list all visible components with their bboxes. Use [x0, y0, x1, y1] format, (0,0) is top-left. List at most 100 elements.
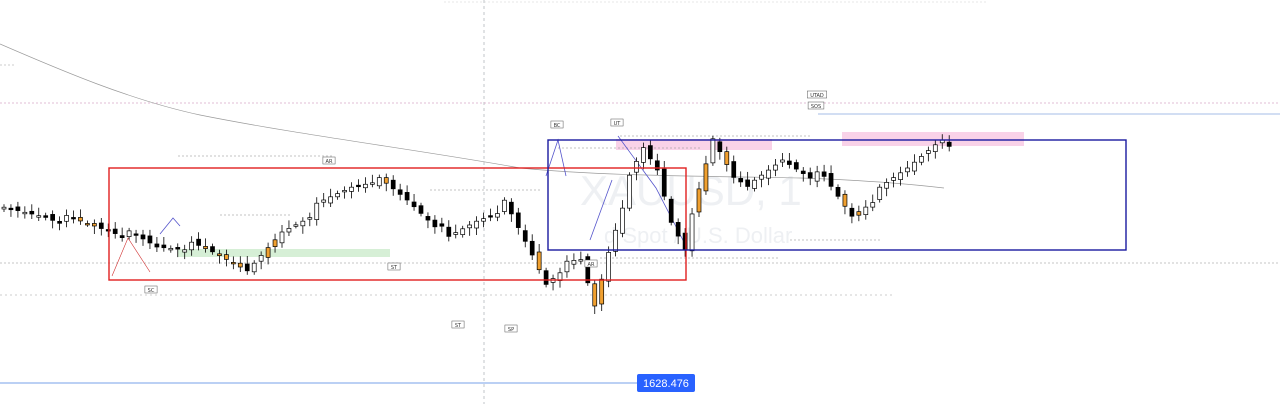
- candle: [689, 213, 695, 252]
- candle: [793, 162, 799, 170]
- accumulation-range-box: [108, 167, 687, 281]
- candle: [397, 189, 403, 195]
- candle: [404, 192, 410, 201]
- price-tag[interactable]: 1628.476: [637, 374, 695, 392]
- candle: [905, 167, 910, 173]
- label-sos: SOS: [811, 104, 821, 110]
- candle: [696, 188, 702, 213]
- candle: [370, 182, 375, 185]
- candle: [599, 278, 605, 305]
- label-box-ar: [322, 156, 336, 165]
- candle: [835, 187, 841, 197]
- label-box-st: [387, 262, 401, 271]
- label-box-sos: [807, 101, 825, 110]
- candle: [133, 233, 139, 236]
- candle: [43, 215, 49, 218]
- candle: [495, 213, 500, 218]
- candle: [571, 260, 577, 265]
- label-utad: UTAD: [810, 93, 824, 99]
- candle: [57, 221, 62, 224]
- candle: [668, 198, 674, 223]
- candle: [78, 217, 83, 222]
- candle: [509, 201, 514, 215]
- candle: [564, 260, 570, 273]
- candle: [147, 235, 153, 244]
- candle: [821, 171, 827, 177]
- candle: [780, 159, 785, 163]
- candle: [36, 215, 42, 218]
- candle: [870, 202, 876, 208]
- candle: [390, 179, 396, 190]
- candle: [773, 164, 778, 171]
- candle: [446, 226, 452, 237]
- candle: [522, 230, 528, 242]
- candle: [335, 193, 340, 198]
- candle: [752, 179, 757, 189]
- candle: [585, 256, 591, 284]
- watermark-ticker: XAUUSD, 1: [580, 167, 802, 214]
- candle: [766, 169, 771, 179]
- candle: [474, 220, 479, 229]
- candle: [807, 172, 813, 179]
- candle: [237, 262, 243, 268]
- candle: [898, 172, 903, 180]
- candle: [418, 205, 424, 214]
- candle: [515, 212, 521, 228]
- candle: [627, 174, 632, 209]
- candle: [140, 234, 146, 240]
- price-tag-bg: [637, 374, 695, 392]
- candle: [703, 163, 709, 192]
- pink-supply-zone-left: [616, 139, 772, 150]
- candle: [50, 214, 56, 221]
- candles-group: [1, 134, 952, 314]
- label-bc: BC: [554, 123, 561, 129]
- candle: [1, 206, 7, 210]
- candle: [502, 199, 507, 212]
- candle: [647, 145, 653, 160]
- candle: [363, 183, 368, 189]
- label-st: ST: [455, 323, 462, 329]
- candle: [342, 190, 347, 193]
- candle: [98, 222, 104, 229]
- candle: [460, 228, 466, 235]
- candle: [814, 171, 820, 182]
- moving-average-line: [0, 43, 945, 189]
- candle: [620, 207, 625, 234]
- label-st: ST: [391, 265, 398, 271]
- candle: [717, 141, 723, 153]
- label-box-sc: [144, 285, 158, 294]
- candle: [383, 177, 389, 184]
- candle: [592, 283, 598, 307]
- label-box-st: [451, 320, 465, 329]
- candle: [675, 222, 681, 237]
- structure-levels: [178, 135, 880, 259]
- candle: [710, 138, 716, 164]
- candle: [543, 270, 549, 285]
- candle: [745, 179, 751, 187]
- candle: [641, 147, 646, 163]
- candle: [71, 217, 76, 220]
- candle: [126, 230, 132, 237]
- candle: [210, 246, 215, 253]
- candle: [919, 156, 924, 163]
- label-box-sp: [504, 324, 518, 333]
- label-box-bc: [550, 120, 564, 129]
- candle: [467, 224, 472, 229]
- pink-supply-zone-right: [842, 132, 1024, 146]
- candle: [307, 217, 313, 220]
- candle: [856, 211, 862, 216]
- candle: [925, 150, 931, 154]
- candle: [328, 196, 333, 204]
- label-box-ut: [610, 118, 624, 127]
- candle: [293, 224, 299, 227]
- candle: [279, 231, 285, 244]
- candle: [800, 170, 806, 174]
- candle: [112, 228, 118, 234]
- green-accumulation-zone: [178, 249, 390, 257]
- candle: [654, 160, 660, 171]
- candle: [8, 207, 14, 211]
- candle: [300, 220, 306, 227]
- candle: [189, 241, 194, 251]
- candle: [265, 247, 271, 258]
